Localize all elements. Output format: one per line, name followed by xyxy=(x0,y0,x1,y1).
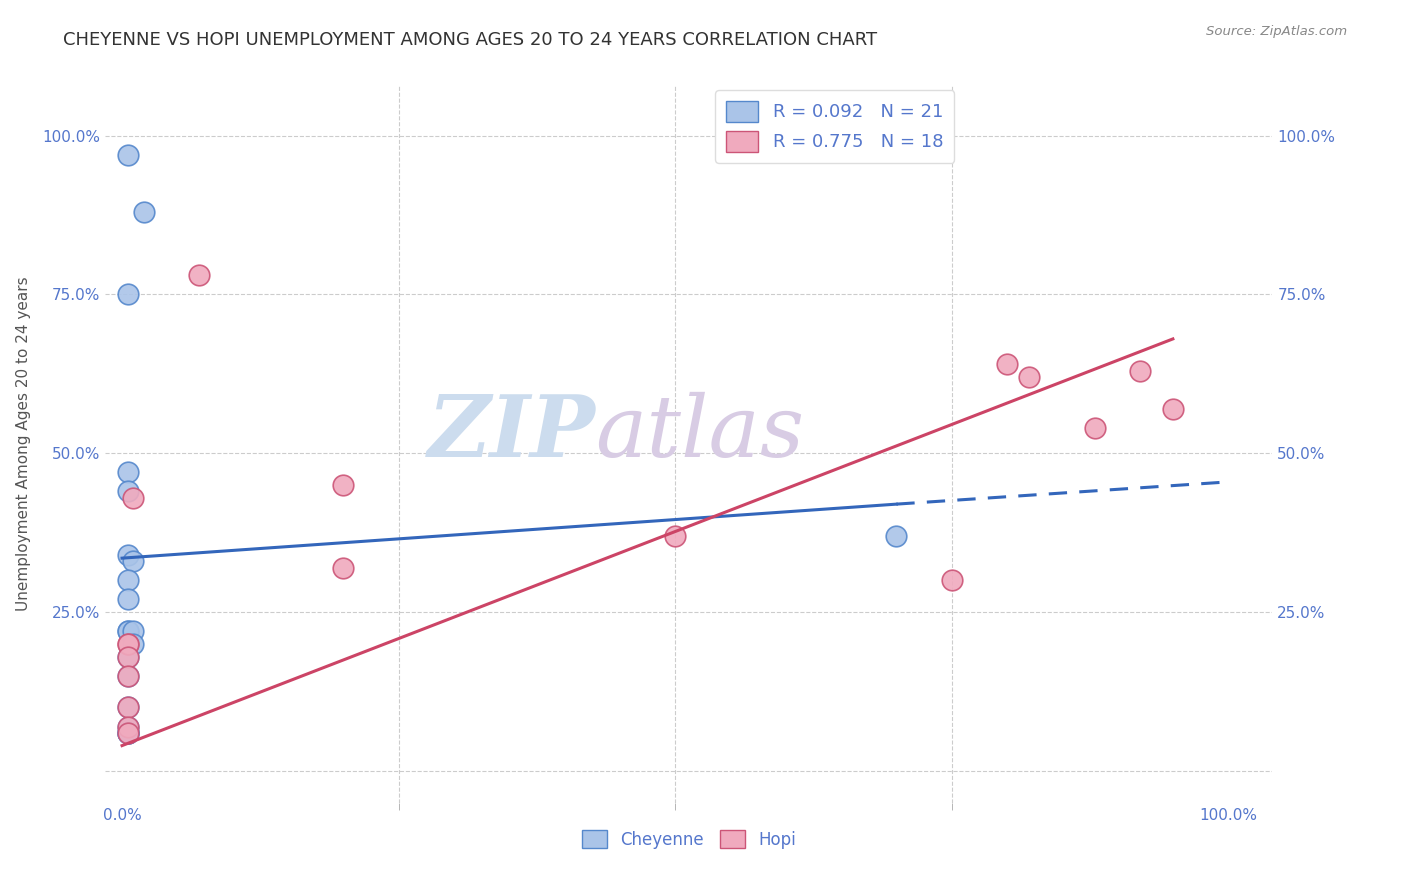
Point xyxy=(117,700,139,714)
Point xyxy=(117,649,139,664)
Point xyxy=(122,624,145,639)
Point xyxy=(117,592,139,607)
Point xyxy=(1129,364,1152,378)
Point xyxy=(117,669,139,683)
Point xyxy=(332,560,354,574)
Point xyxy=(188,268,211,283)
Text: CHEYENNE VS HOPI UNEMPLOYMENT AMONG AGES 20 TO 24 YEARS CORRELATION CHART: CHEYENNE VS HOPI UNEMPLOYMENT AMONG AGES… xyxy=(63,31,877,49)
Point xyxy=(117,574,139,588)
Point xyxy=(117,624,139,639)
Point xyxy=(122,491,145,505)
Legend: Cheyenne, Hopi: Cheyenne, Hopi xyxy=(575,823,803,855)
Point xyxy=(117,637,139,651)
Point xyxy=(117,147,139,161)
Point xyxy=(332,478,354,492)
Y-axis label: Unemployment Among Ages 20 to 24 years: Unemployment Among Ages 20 to 24 years xyxy=(17,277,31,611)
Point xyxy=(886,529,908,543)
Point xyxy=(117,726,139,740)
Point xyxy=(117,548,139,562)
Point xyxy=(664,529,686,543)
Point xyxy=(1161,401,1184,416)
Point xyxy=(117,700,139,714)
Text: atlas: atlas xyxy=(596,392,804,475)
Point xyxy=(117,726,139,740)
Point xyxy=(995,357,1018,371)
Point xyxy=(1084,421,1107,435)
Point xyxy=(117,287,139,301)
Point xyxy=(134,204,156,219)
Point xyxy=(117,484,139,499)
Point xyxy=(122,554,145,568)
Point xyxy=(117,624,139,639)
Point xyxy=(117,649,139,664)
Point xyxy=(122,637,145,651)
Point xyxy=(117,720,139,734)
Text: Source: ZipAtlas.com: Source: ZipAtlas.com xyxy=(1206,25,1347,38)
Point xyxy=(117,726,139,740)
Point xyxy=(117,637,139,651)
Point xyxy=(941,574,963,588)
Point xyxy=(117,669,139,683)
Point xyxy=(1018,370,1040,384)
Text: ZIP: ZIP xyxy=(427,392,596,475)
Point xyxy=(117,726,139,740)
Point xyxy=(117,720,139,734)
Point xyxy=(117,466,139,480)
